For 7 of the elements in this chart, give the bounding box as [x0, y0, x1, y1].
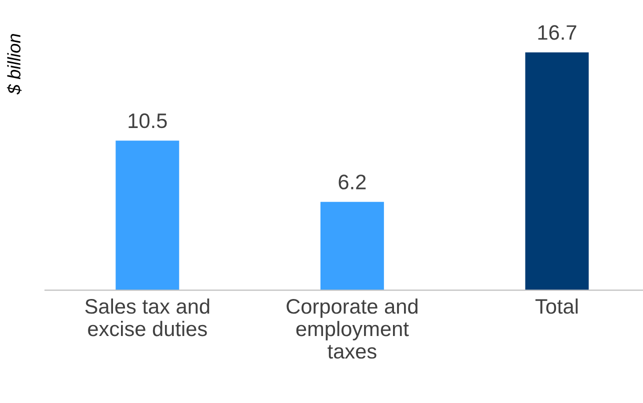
- x-tick-label: Corporate and employment taxes: [286, 298, 418, 359]
- data-label: 16.7: [538, 25, 576, 40]
- y-axis-title: $ billion: [6, 34, 22, 95]
- x-tick-label: Sales tax and excise duties: [85, 298, 210, 336]
- data-label: 10.5: [128, 113, 167, 128]
- x-tick-label: Total: [535, 298, 578, 314]
- data-label: 6.2: [338, 174, 366, 190]
